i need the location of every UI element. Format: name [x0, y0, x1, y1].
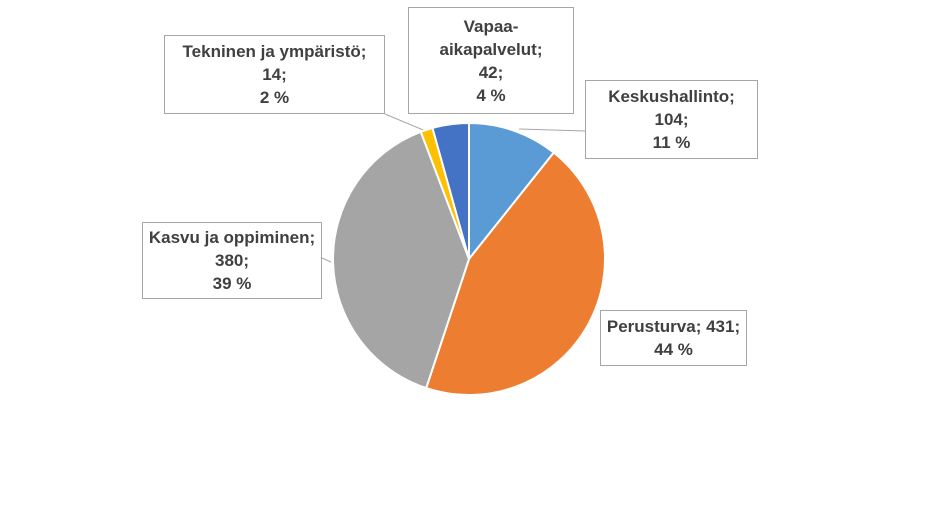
- label-vapaa-line3: 42;: [478, 62, 504, 82]
- pie-slice-keskushallinto: [468, 122, 555, 260]
- leader-line-keskushallinto: [518, 128, 586, 132]
- label-vapaa-aikapalvelut: Vapaa- aikapalvelut; 42; 4 %: [408, 7, 574, 114]
- pie-slices: [332, 122, 606, 396]
- label-kasvu-line3: 39 %: [212, 274, 252, 293]
- leader-line-tekninen: [384, 113, 429, 133]
- label-tekninen-line3: 2 %: [259, 88, 290, 107]
- label-vapaa-line1: Vapaa-: [463, 16, 519, 36]
- label-perusturva: Perusturva; 431; 44 %: [600, 310, 747, 366]
- label-keskushallinto-line1: Keskushallinto;: [608, 87, 735, 106]
- label-keskushallinto: Keskushallinto; 104; 11 %: [585, 80, 758, 159]
- label-vapaa-line2: aikapalvelut;: [439, 39, 543, 59]
- label-kasvu-line2: 380;: [214, 251, 250, 270]
- pie-slice-kasvu-ja-oppiminen: [332, 130, 470, 390]
- pie-slice-vapaa-aikapalvelut: [431, 122, 470, 260]
- leader-lines: [321, 113, 586, 263]
- label-kasvu-ja-oppiminen: Kasvu ja oppiminen; 380; 39 %: [142, 222, 322, 299]
- label-perusturva-line1: Perusturva; 431;: [606, 317, 741, 336]
- label-keskushallinto-line2: 104;: [654, 110, 689, 129]
- label-tekninen-ja-ymparisto: Tekninen ja ympäristö; 14; 2 %: [164, 35, 385, 114]
- label-keskushallinto-line3: 11 %: [652, 133, 691, 152]
- label-kasvu-line1: Kasvu ja oppiminen;: [148, 228, 316, 247]
- label-vapaa-line4: 4 %: [476, 85, 506, 105]
- label-tekninen-line1: Tekninen ja ympäristö;: [182, 42, 367, 61]
- pie-slice-perusturva: [425, 151, 606, 396]
- label-perusturva-line2: 44 %: [654, 340, 693, 359]
- label-tekninen-line2: 14;: [262, 65, 287, 84]
- leader-line-kasvu: [321, 257, 332, 263]
